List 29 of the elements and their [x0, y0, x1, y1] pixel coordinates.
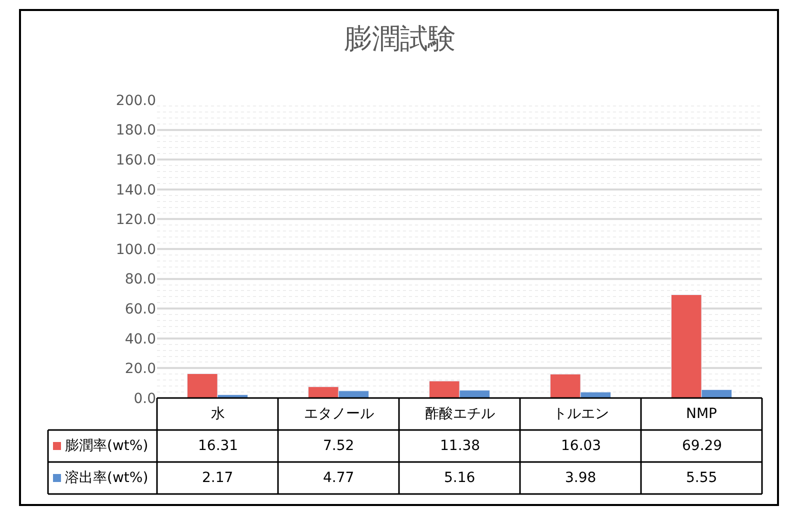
data-label: 2.17: [202, 470, 234, 486]
x-tick-label: トルエン: [553, 406, 609, 422]
x-tick-label: 水: [211, 406, 225, 422]
y-tick-label: 60.0: [124, 302, 156, 318]
x-tick-label: 酢酸エチル: [425, 406, 495, 422]
data-label: 11.38: [440, 438, 480, 454]
data-label: 4.77: [323, 470, 354, 486]
y-tick-label: 0.0: [134, 390, 156, 407]
data-label: 3.98: [565, 470, 596, 486]
chart-title: 膨潤試験: [344, 22, 456, 55]
data-label: 16.03: [561, 438, 602, 454]
legend-label: 溶出率(wt%): [65, 470, 148, 486]
x-tick-label: NMP: [686, 406, 717, 422]
data-label: 69.29: [682, 438, 722, 454]
data-label: 5.55: [686, 470, 718, 486]
x-tick-label: エタノール: [304, 406, 374, 422]
y-tick-label: 20.0: [124, 361, 156, 378]
y-tick-label: 200.0: [116, 92, 156, 109]
data-label: 16.31: [198, 438, 238, 454]
y-tick-label: 160.0: [116, 152, 156, 168]
data-label: 5.16: [444, 470, 476, 486]
y-tick-label: 180.0: [116, 122, 156, 139]
y-tick-label: 140.0: [116, 182, 156, 198]
y-tick-label: 120.0: [116, 212, 156, 228]
legend-label: 膨潤率(wt%): [65, 438, 148, 454]
data-label: 7.52: [323, 438, 354, 454]
y-tick-label: 100.0: [116, 242, 156, 258]
y-tick-label: 80.0: [124, 272, 156, 288]
y-tick-label: 40.0: [124, 331, 156, 348]
